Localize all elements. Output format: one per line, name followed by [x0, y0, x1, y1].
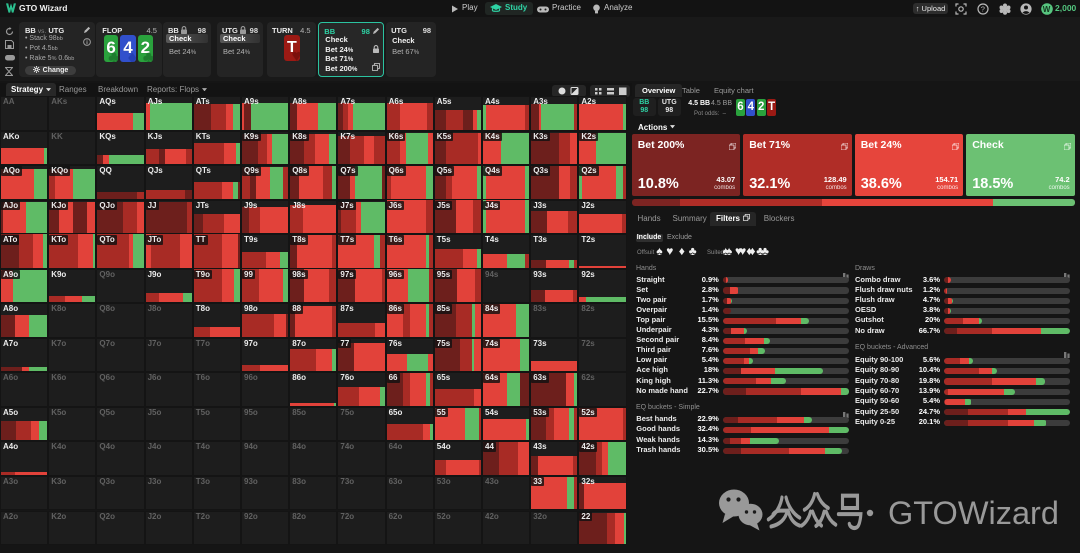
svg-text:GTOWizard: GTOWizard: [888, 495, 1059, 531]
svg-text:?: ?: [981, 4, 985, 13]
svg-text:W: W: [1043, 5, 1051, 14]
